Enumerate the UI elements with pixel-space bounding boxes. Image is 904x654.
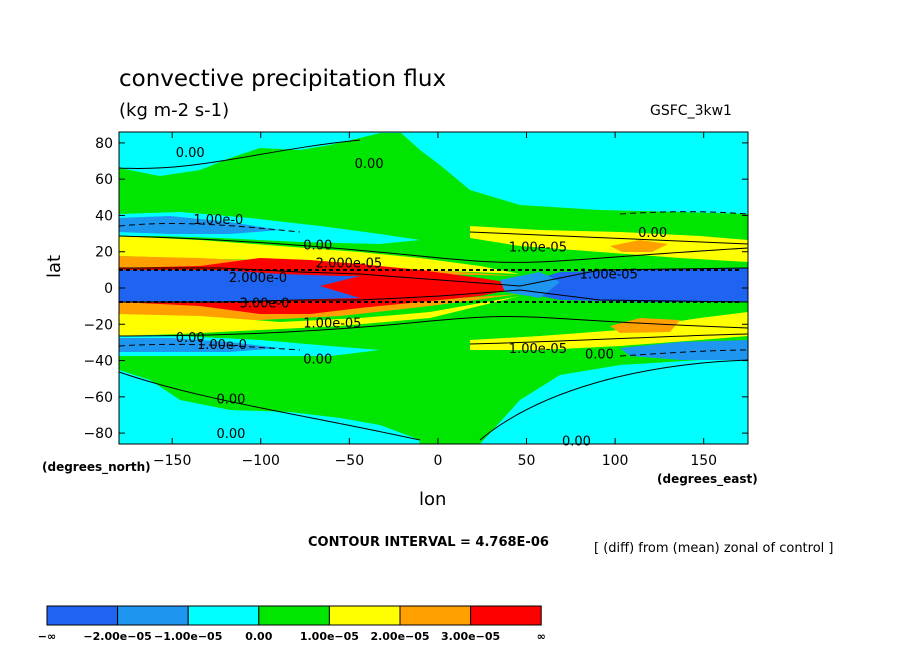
contour-label: 0.00 [303,353,332,368]
x-axis-label: lon [419,489,447,510]
y-tick-label: 40 [95,208,113,224]
colorbar-label: 3.00e−05 [441,630,500,643]
contour-label: 0.00 [216,393,245,408]
axes: −150 −100 −50 0 50 100 150 80 60 40 20 0 −20 −40 −60 −8… [83,132,748,469]
y-tick-label: 80 [95,136,113,152]
y-tick-label: 20 [95,245,113,261]
colorbar-swatch [117,605,189,626]
contour-label: 0.00 [585,347,614,362]
y-tick-label: −60 [83,390,113,406]
x-tick-label: −50 [335,453,365,469]
colorbar-swatch [399,605,472,626]
colorbar-swatch [328,605,401,626]
contour-label: 0.00 [176,146,205,161]
colorbar-label: 2.00e−05 [370,630,429,643]
y-tick-label: −40 [83,354,113,370]
colorbar-label: 0.00 [245,630,272,643]
contour-label: 3.00e-0 [239,297,289,312]
colorbar-label: −1.00e−05 [154,630,222,643]
contour-label: 0.00 [216,427,245,442]
y-tick-label: −80 [83,426,113,442]
x-tick-label: −150 [153,453,191,469]
contour-label: 1.00e-05 [509,240,567,255]
contour-label: 0.00 [638,226,667,241]
contour-fill [119,132,748,444]
contour-label: 0.00 [355,157,384,172]
x-tick-label: 150 [690,453,717,469]
y-axis-units: (degrees_north) [42,460,151,474]
contour-label: 1.00e-05 [509,342,567,357]
contour-label: 1.00e-0 [193,213,243,228]
contour-label: 2.000e-0 [229,271,287,286]
comparison-note: [ (diff) from (mean) zonal of control ] [594,541,834,556]
x-tick-label: 50 [518,453,536,469]
chart-title: convective precipitation flux [119,66,447,92]
dataset-name: GSFC_3kw1 [650,103,732,119]
colorbar-label: −∞ [38,630,56,643]
colorbar: −∞ −2.00e−05 −1.00e−05 0.00 1.00e−05 2.00e−05… [38,605,546,643]
contour-label: 0.00 [176,331,205,346]
y-tick-label: 60 [95,172,113,188]
x-tick-label: 100 [602,453,629,469]
contour-labels: 0.000.001.00e-00.002.000e-052.000e-03.00… [176,146,667,449]
y-tick-label: 0 [104,281,113,297]
x-tick-label: 0 [433,453,442,469]
contour-label: 1.00e-0 [197,338,247,353]
contour-interval: CONTOUR INTERVAL = 4.768E-06 [308,535,549,550]
contour-label: 2.000e-05 [316,257,382,272]
x-axis-units: (degrees_east) [657,472,758,486]
x-tick-label: −100 [242,453,280,469]
colorbar-label: ∞ [537,630,546,643]
contour-label: 1.00e-05 [580,267,638,282]
colorbar-label: 1.00e−05 [300,630,359,643]
colorbar-swatch [258,605,330,626]
contour-label: 0.00 [562,434,591,449]
contour-label: 1.00e-05 [303,316,361,331]
colorbar-label: −2.00e−05 [83,630,151,643]
colorbar-swatch [187,605,260,626]
chart-units: (kg m-2 s-1) [119,100,230,121]
y-tick-label: −20 [83,317,113,333]
contour-label: 0.00 [303,238,332,253]
colorbar-swatch [470,605,542,626]
colorbar-swatch [46,605,119,626]
